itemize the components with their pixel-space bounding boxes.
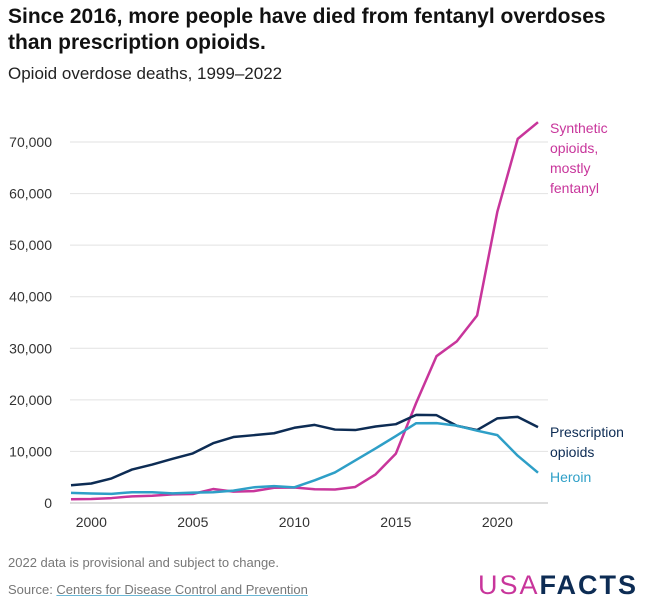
y-tick-label: 10,000 — [9, 443, 52, 459]
y-tick-label: 20,000 — [9, 392, 52, 408]
y-tick-label: 0 — [44, 495, 52, 511]
usafacts-logo: USAFACTS — [477, 570, 638, 600]
y-tick-label: 50,000 — [9, 237, 52, 253]
source: Source: Centers for Disease Control and … — [8, 582, 308, 597]
series-label: opioids — [550, 444, 594, 460]
chart-title: Since 2016, more people have died from f… — [8, 5, 606, 54]
series-label: Heroin — [550, 469, 591, 485]
x-tick-label: 2010 — [279, 514, 310, 530]
series-label: opioids, — [550, 140, 598, 156]
x-tick-label: 2000 — [76, 514, 107, 530]
series-line-heroin — [70, 421, 539, 496]
y-tick-label: 40,000 — [9, 289, 52, 305]
x-tick-label: 2015 — [380, 514, 411, 530]
source-link[interactable]: Centers for Disease Control and Preventi… — [56, 582, 308, 597]
footnote: 2022 data is provisional and subject to … — [8, 555, 280, 570]
x-tick-label: 2005 — [177, 514, 208, 530]
series-line-synthetic-opioids-mostly-fentanyl — [70, 121, 539, 501]
line-chart: 0 10,000 20,000 30,000 40,000 50,000 60,000 70,… — [9, 120, 624, 530]
x-tick-label: 2020 — [482, 514, 513, 530]
series-label: Synthetic — [550, 120, 608, 136]
chart-subtitle: Opioid overdose deaths, 1999–2022 — [8, 64, 283, 83]
source-prefix: Source: — [8, 582, 57, 597]
series-label: fentanyl — [550, 180, 599, 196]
series-label: mostly — [550, 160, 590, 176]
y-tick-label: 60,000 — [9, 186, 52, 202]
y-tick-label: 70,000 — [9, 134, 52, 150]
series-line-prescription-opioids — [70, 413, 539, 487]
series-label: Prescription — [550, 424, 624, 440]
y-tick-label: 30,000 — [9, 340, 52, 356]
